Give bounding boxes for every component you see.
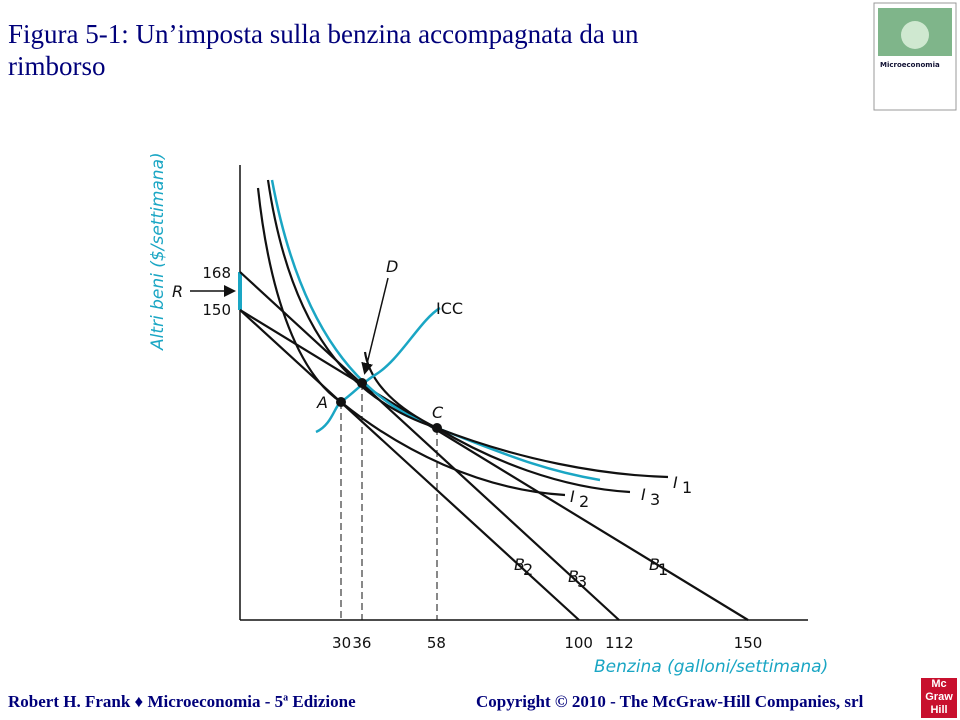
indifference-curve [266,179,669,479]
budget-line [239,309,580,621]
indifference-curve [363,351,631,494]
point [432,423,442,433]
budget-line [239,271,620,621]
label-icc: ICC [436,299,463,318]
footer-right: Copyright © 2010 - The McGraw-Hill Compa… [476,692,864,711]
curve-label-sub: 2 [523,560,533,579]
footer-text: Robert H. Frank ♦ Microeconomia - 5 [8,692,284,711]
x-tick-label: 100 [564,634,593,652]
x-tick-label: 112 [605,634,634,652]
footer-sup: a [283,692,289,704]
label-r: R [172,282,183,301]
curve-label: I [673,473,678,492]
footer-text: Edizione [288,692,356,711]
y-tick-label: 150 [202,301,231,319]
x-tick-label: 30 [332,634,351,652]
curve-label-sub: 1 [682,478,692,497]
curve-label-sub: 2 [579,492,589,511]
curve-label: B [514,555,525,574]
book-title: Microeconomia [880,61,940,69]
book-cover: Microeconomia [873,2,957,111]
curve-label-sub: 3 [650,490,660,509]
x-tick-label: 58 [427,634,446,652]
indifference-curve [256,187,566,497]
x-tick-label: 150 [734,634,763,652]
curve-label-sub: 3 [577,572,587,591]
y-tick-label: 168 [202,264,231,282]
point [336,397,346,407]
x-axis-label: Benzina (galloni/settimana) [594,657,828,677]
curve-label: B [649,555,660,574]
publisher-logo: Mc Graw Hill [921,678,957,718]
footer-left: Robert H. Frank ♦ Microeconomia - 5a Edi… [8,692,356,712]
x-tick-label: 36 [352,634,371,652]
budget-line [239,309,749,621]
icc-curve [315,306,441,434]
label-a: A [316,393,328,412]
label-c: C [432,403,444,422]
curve-label-sub: 1 [658,560,668,579]
point [357,378,367,388]
slide-title: Figura 5-1: Un’imposta sulla benzina acc… [8,19,639,81]
y-axis-label: Altri beni ($/settimana) [148,152,168,351]
indifference-curve [270,179,601,482]
label-d: D [386,257,398,276]
curve-label: I [641,485,646,504]
arrow [361,277,389,375]
curve-label: I [570,487,575,506]
curve-label: B [568,567,579,586]
